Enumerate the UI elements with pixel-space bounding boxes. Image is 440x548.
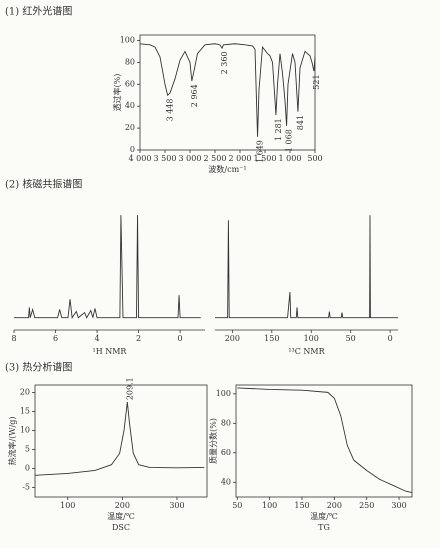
data-line <box>139 43 316 137</box>
x-tick-label: 100 <box>262 501 277 510</box>
x-tick-label: 2 500 <box>204 154 227 163</box>
peak-label: 841 <box>296 115 305 130</box>
data-line <box>14 215 201 319</box>
x-axis-label: 波数/cm⁻¹ <box>208 164 246 174</box>
x-tick-label: 150 <box>264 334 279 343</box>
y-tick-label: 40 <box>221 477 231 486</box>
plot-frame <box>139 34 316 151</box>
data-line <box>237 387 413 494</box>
y-tick-label: 40 <box>125 101 135 110</box>
x-tick-label: 50 <box>346 334 356 343</box>
y-axis-label: 透过率(%) <box>112 74 122 112</box>
y-tick-label: 20 <box>20 388 30 397</box>
y-tick-label: 80 <box>125 57 135 66</box>
y-tick-label: 100 <box>120 35 135 44</box>
x-tick-label: 200 <box>327 501 342 510</box>
data-line <box>34 402 205 476</box>
x-tick-label: 1 500 <box>254 154 277 163</box>
peak-label: 521 <box>312 74 321 89</box>
y-tick-label: 20 <box>125 123 135 132</box>
y-tick-label: 80 <box>221 418 231 427</box>
x-tick-label: 150 <box>294 501 309 510</box>
peak-label: 209.1 <box>125 377 134 400</box>
peak-label: 2 964 <box>190 84 199 107</box>
peak-label: 1 281 <box>274 118 283 141</box>
data-line <box>215 215 398 319</box>
x-tick-label: 1 000 <box>279 154 302 163</box>
x-axis-label: ¹H NMR <box>93 347 128 356</box>
peak-label: 2 360 <box>220 51 229 74</box>
y-axis-label: 热流率/(W/g) <box>7 417 17 466</box>
section-title: (3) 热分析谱图 <box>5 361 72 374</box>
peak-label: 3 448 <box>166 99 175 122</box>
x-tick-label: 200 <box>225 334 240 343</box>
y-tick-label: 15 <box>20 407 30 416</box>
x-axis-label: ¹³C NMR <box>288 347 325 356</box>
x-axis-label: 温度/℃ <box>107 511 135 521</box>
y-tick-label: 0 <box>130 145 135 154</box>
chart-caption: DSC <box>112 523 130 532</box>
x-tick-label: 0 <box>178 334 183 343</box>
x-tick-label: 3 500 <box>154 154 177 163</box>
plot-frame <box>34 384 208 498</box>
plot-frame <box>235 384 413 498</box>
x-tick-label: 2 000 <box>229 154 252 163</box>
x-tick-label: 300 <box>169 501 184 510</box>
x-tick-label: 250 <box>359 501 374 510</box>
chart-caption: TG <box>318 523 330 532</box>
y-tick-label: 100 <box>216 389 231 398</box>
x-tick-label: 500 <box>307 154 322 163</box>
y-tick-label: 60 <box>221 448 231 457</box>
y-tick-label: 5 <box>25 445 30 454</box>
x-tick-label: 200 <box>115 501 130 510</box>
x-tick-label: 4 000 <box>129 154 152 163</box>
peak-label: 1 068 <box>285 129 294 152</box>
x-tick-label: 2 <box>136 334 141 343</box>
y-tick-label: -5 <box>22 483 30 492</box>
x-axis-label: 温度/℃ <box>310 511 338 521</box>
x-tick-label: 0 <box>388 334 393 343</box>
y-tick-label: 0 <box>25 464 30 473</box>
x-tick-label: 100 <box>60 501 75 510</box>
x-tick-label: 50 <box>232 501 242 510</box>
x-tick-label: 4 <box>94 334 99 343</box>
section-title: (1) 红外光谱图 <box>5 5 72 18</box>
x-tick-label: 3 000 <box>179 154 202 163</box>
x-tick-label: 8 <box>11 334 16 343</box>
section-title: (2) 核磁共振谱图 <box>5 178 82 191</box>
x-tick-label: 100 <box>304 334 319 343</box>
y-tick-label: 10 <box>20 426 30 435</box>
y-tick-label: 60 <box>125 79 135 88</box>
x-tick-label: 300 <box>391 501 406 510</box>
x-tick-label: 6 <box>53 334 58 343</box>
y-axis-label: 质量分数(%) <box>208 418 218 464</box>
peak-label: 1 649 <box>256 140 265 163</box>
